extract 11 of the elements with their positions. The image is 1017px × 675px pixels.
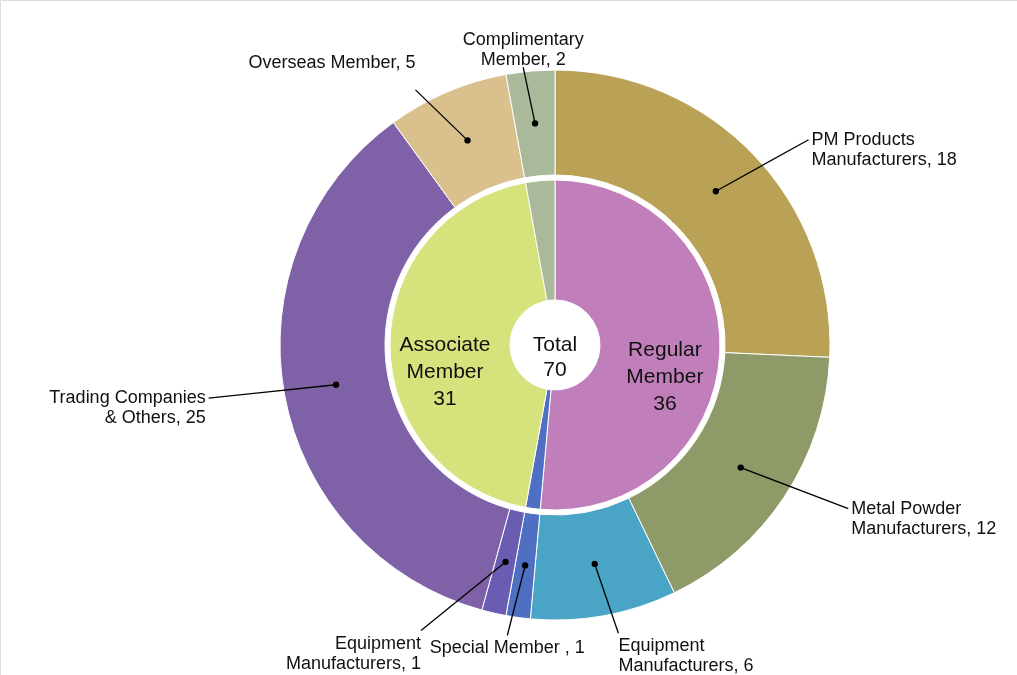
data-label: Special Member , 1 xyxy=(429,637,585,658)
data-label: PM Products Manufacturers, 18 xyxy=(811,128,957,169)
data-label: Trading Companies & Others, 25 xyxy=(49,387,206,428)
text: Total 70 xyxy=(532,332,578,380)
data-label: Associate Member 31 xyxy=(399,332,491,409)
data-label: Equipment Manufacturers, 6 xyxy=(618,635,754,675)
data-label: Regular Member 36 xyxy=(626,336,704,414)
data-label: Equipment Manufacturers, 1 xyxy=(285,632,422,673)
data-label: Metal Powder Manufacturers, 12 xyxy=(851,497,997,538)
data-label: Overseas Member, 5 xyxy=(248,51,416,72)
data-label: Complimentary Member, 2 xyxy=(462,29,584,70)
